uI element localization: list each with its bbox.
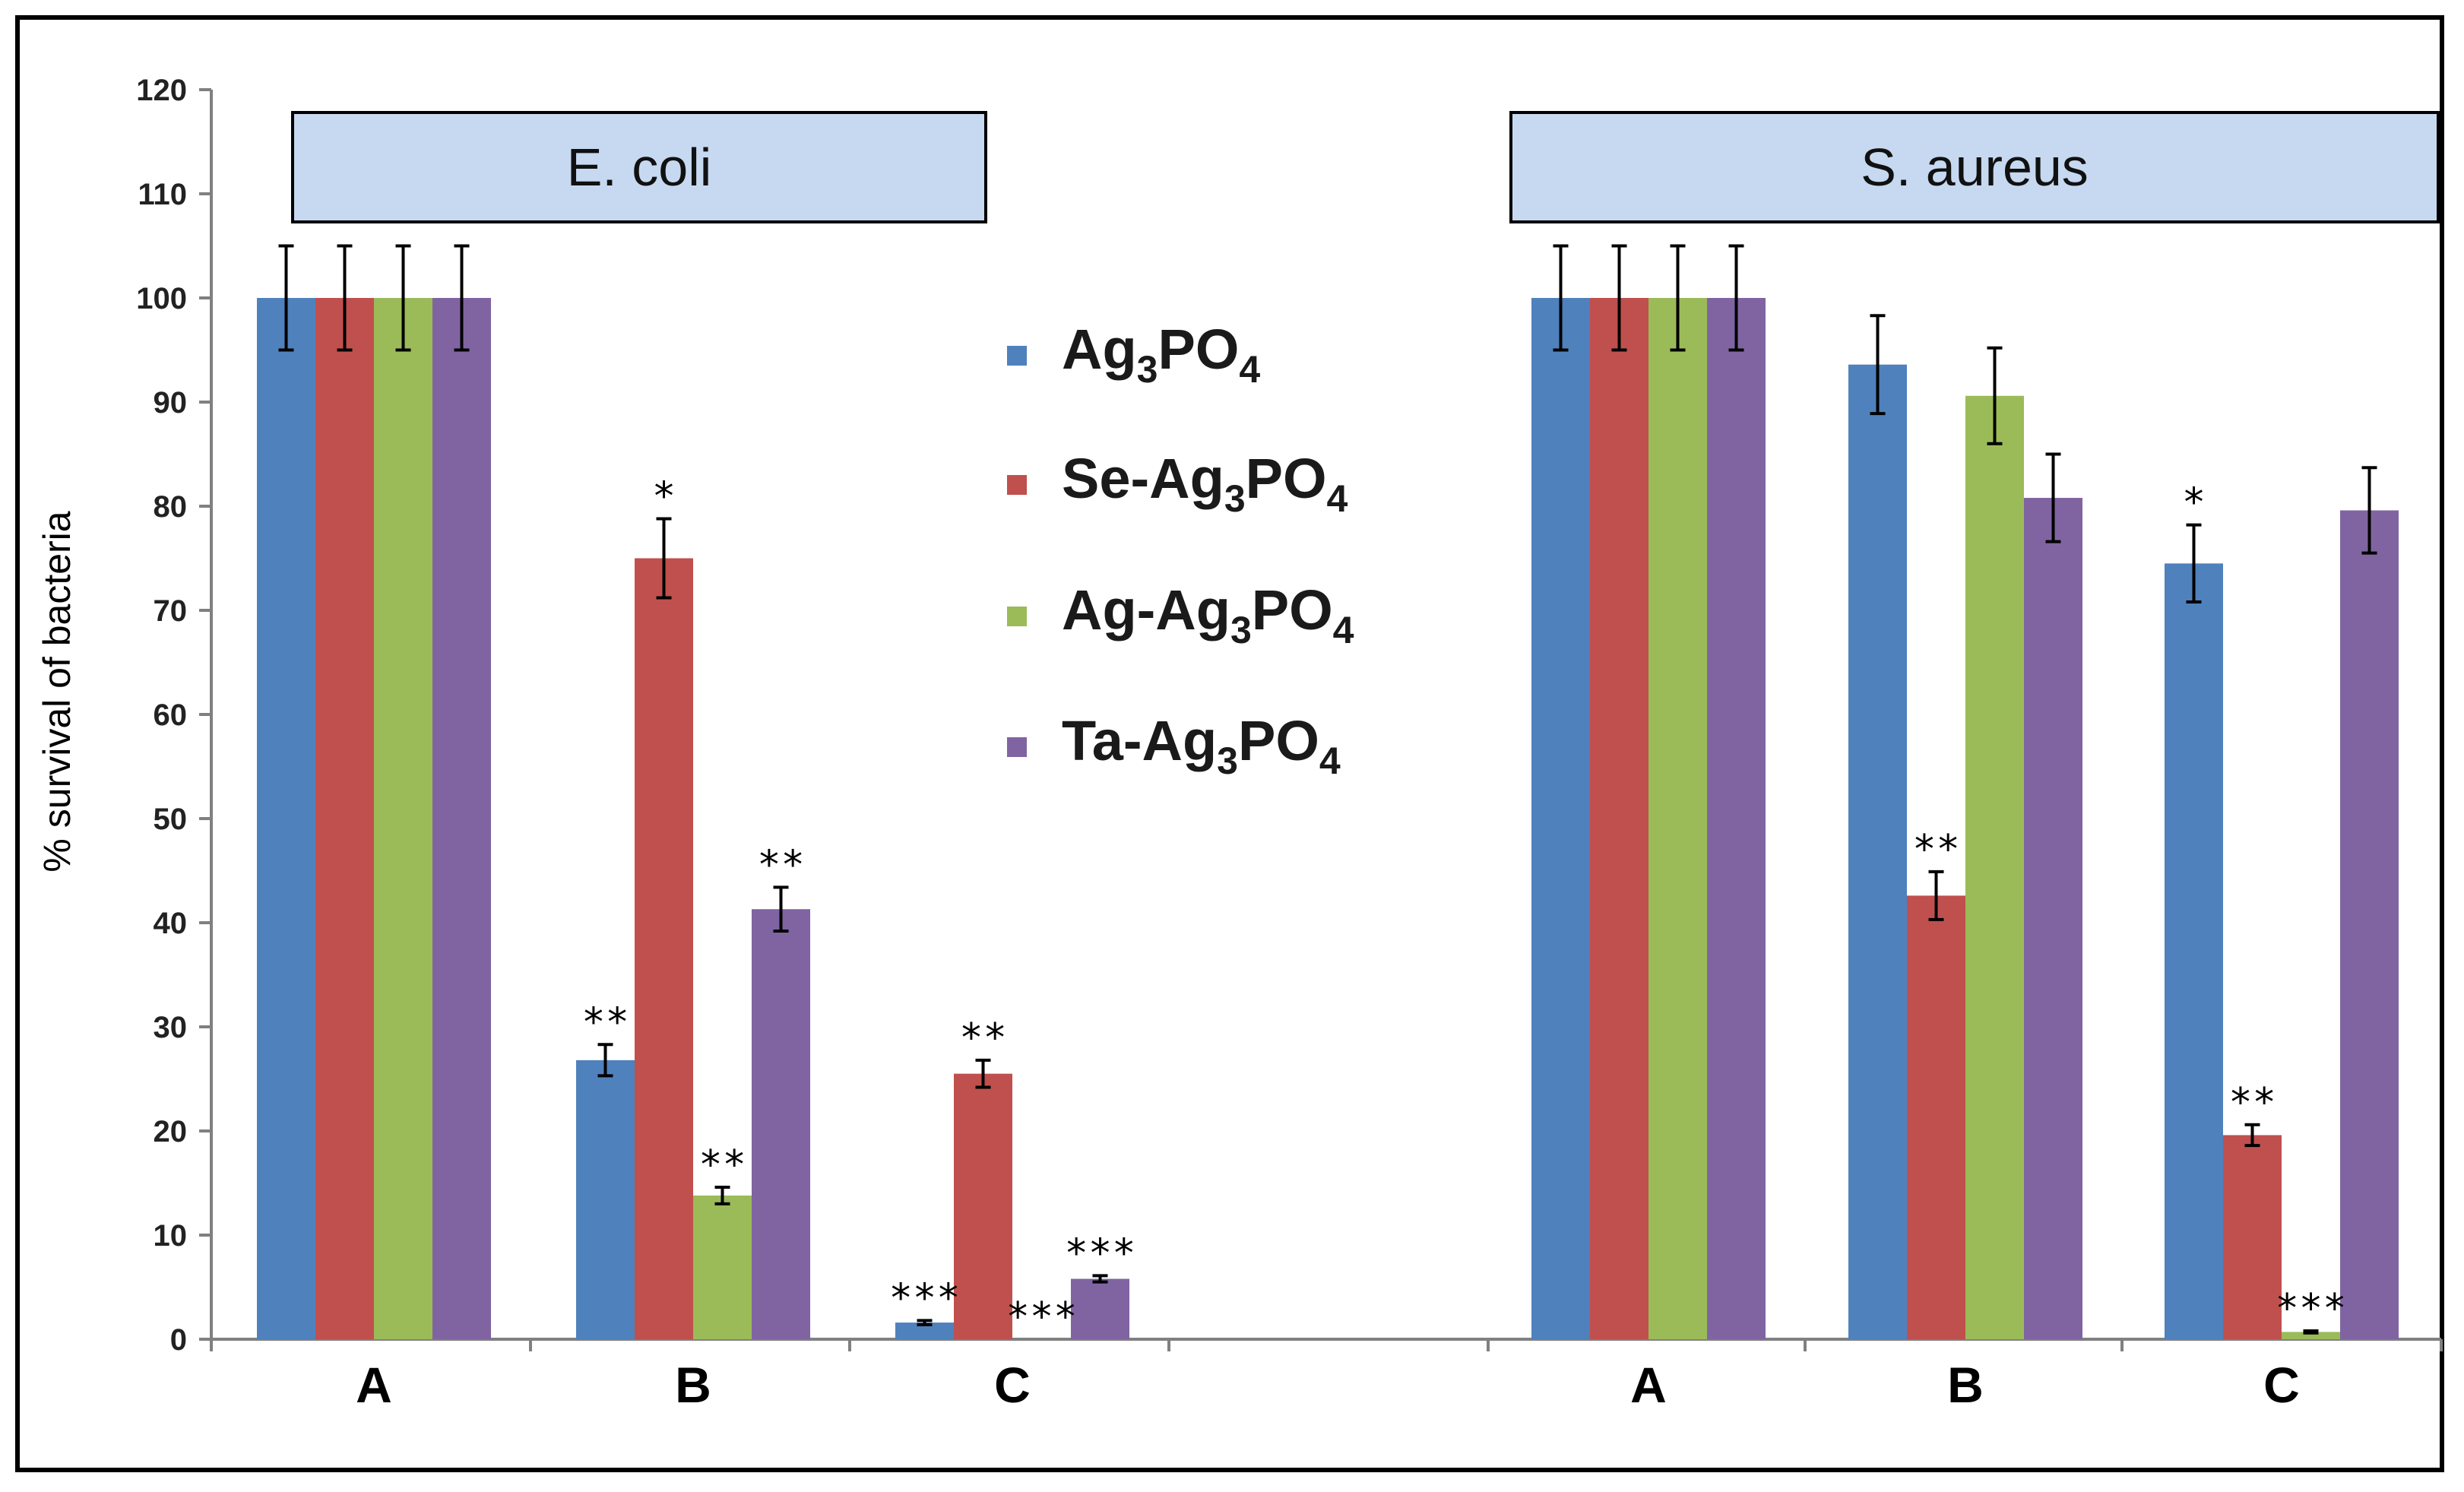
y-tick-label: 100 <box>136 282 187 315</box>
bar <box>1848 364 1907 1340</box>
significance-marker: ** <box>1912 827 1960 873</box>
bar <box>576 1060 635 1339</box>
bar <box>257 298 315 1339</box>
legend-label: Ag-Ag3PO4 <box>1062 578 1354 651</box>
bar <box>1531 298 1590 1339</box>
bar <box>315 298 374 1339</box>
bar <box>1965 395 2024 1339</box>
bars-layer <box>257 244 2399 1340</box>
panel-header-label: S. aureus <box>1861 138 2089 197</box>
bar <box>432 298 491 1339</box>
bar <box>2165 563 2223 1339</box>
bar <box>635 558 693 1339</box>
bar <box>2223 1135 2282 1339</box>
significance-marker: ** <box>698 1142 746 1188</box>
x-category-label: B <box>1947 1357 1984 1413</box>
y-tick-label: 90 <box>154 386 188 420</box>
x-category-label: A <box>356 1357 392 1413</box>
y-tick-label: 10 <box>154 1219 188 1253</box>
bar <box>374 298 432 1339</box>
bar <box>1648 298 1707 1339</box>
y-tick-label: 30 <box>154 1011 188 1044</box>
significance-marker: *** <box>1006 1294 1078 1340</box>
y-tick-label: 70 <box>154 594 188 628</box>
y-tick-label: 110 <box>138 178 187 211</box>
legend-swatch <box>1007 607 1027 626</box>
bar <box>1590 298 1648 1339</box>
significance-marker: ** <box>959 1015 1007 1061</box>
x-category-label: C <box>994 1357 1031 1413</box>
significance-marker: * <box>652 474 676 519</box>
x-category-label: B <box>675 1357 711 1413</box>
legend-swatch <box>1007 346 1027 366</box>
y-tick-label: 0 <box>170 1323 187 1357</box>
significance-marker: ** <box>757 842 805 888</box>
x-category-label: C <box>2263 1357 2300 1413</box>
legend-label: Se-Ag3PO4 <box>1062 447 1348 520</box>
y-tick-label: 60 <box>154 698 188 732</box>
significance-marker: *** <box>2276 1286 2347 1332</box>
y-axis-label: % survival of bacteria <box>36 511 78 872</box>
panel-header-box <box>291 111 987 223</box>
significance-marker: ** <box>2228 1080 2276 1126</box>
significance-marker: ** <box>581 999 629 1045</box>
significance-marker: *** <box>889 1275 961 1321</box>
panel-header-label: E. coli <box>567 138 712 197</box>
y-tick-label: 50 <box>154 803 188 836</box>
y-tick-label: 40 <box>154 907 188 940</box>
significance-marker: * <box>2182 480 2206 526</box>
y-tick-label: 80 <box>154 490 188 524</box>
figure-frame <box>15 15 2444 1472</box>
bar <box>693 1195 752 1339</box>
legend-label: Ta-Ag3PO4 <box>1062 709 1341 782</box>
bar <box>895 1323 954 1339</box>
axis-layer <box>199 88 2443 1351</box>
significance-marker: *** <box>1065 1231 1136 1276</box>
bar <box>954 1073 1012 1339</box>
y-tick-label: 20 <box>154 1115 188 1148</box>
bar <box>2282 1332 2340 1339</box>
legend-swatch <box>1007 737 1027 757</box>
bar <box>2024 498 2082 1339</box>
bar <box>1707 298 1766 1339</box>
bar <box>752 909 810 1339</box>
bar <box>1071 1278 1129 1339</box>
bar <box>2340 510 2399 1339</box>
legend-label: Ag3PO4 <box>1062 318 1260 391</box>
y-tick-label: 120 <box>136 74 187 107</box>
panel-header-box <box>1509 111 2440 223</box>
x-category-label: A <box>1630 1357 1667 1413</box>
legend-swatch <box>1007 475 1027 495</box>
bar <box>1907 895 1965 1339</box>
